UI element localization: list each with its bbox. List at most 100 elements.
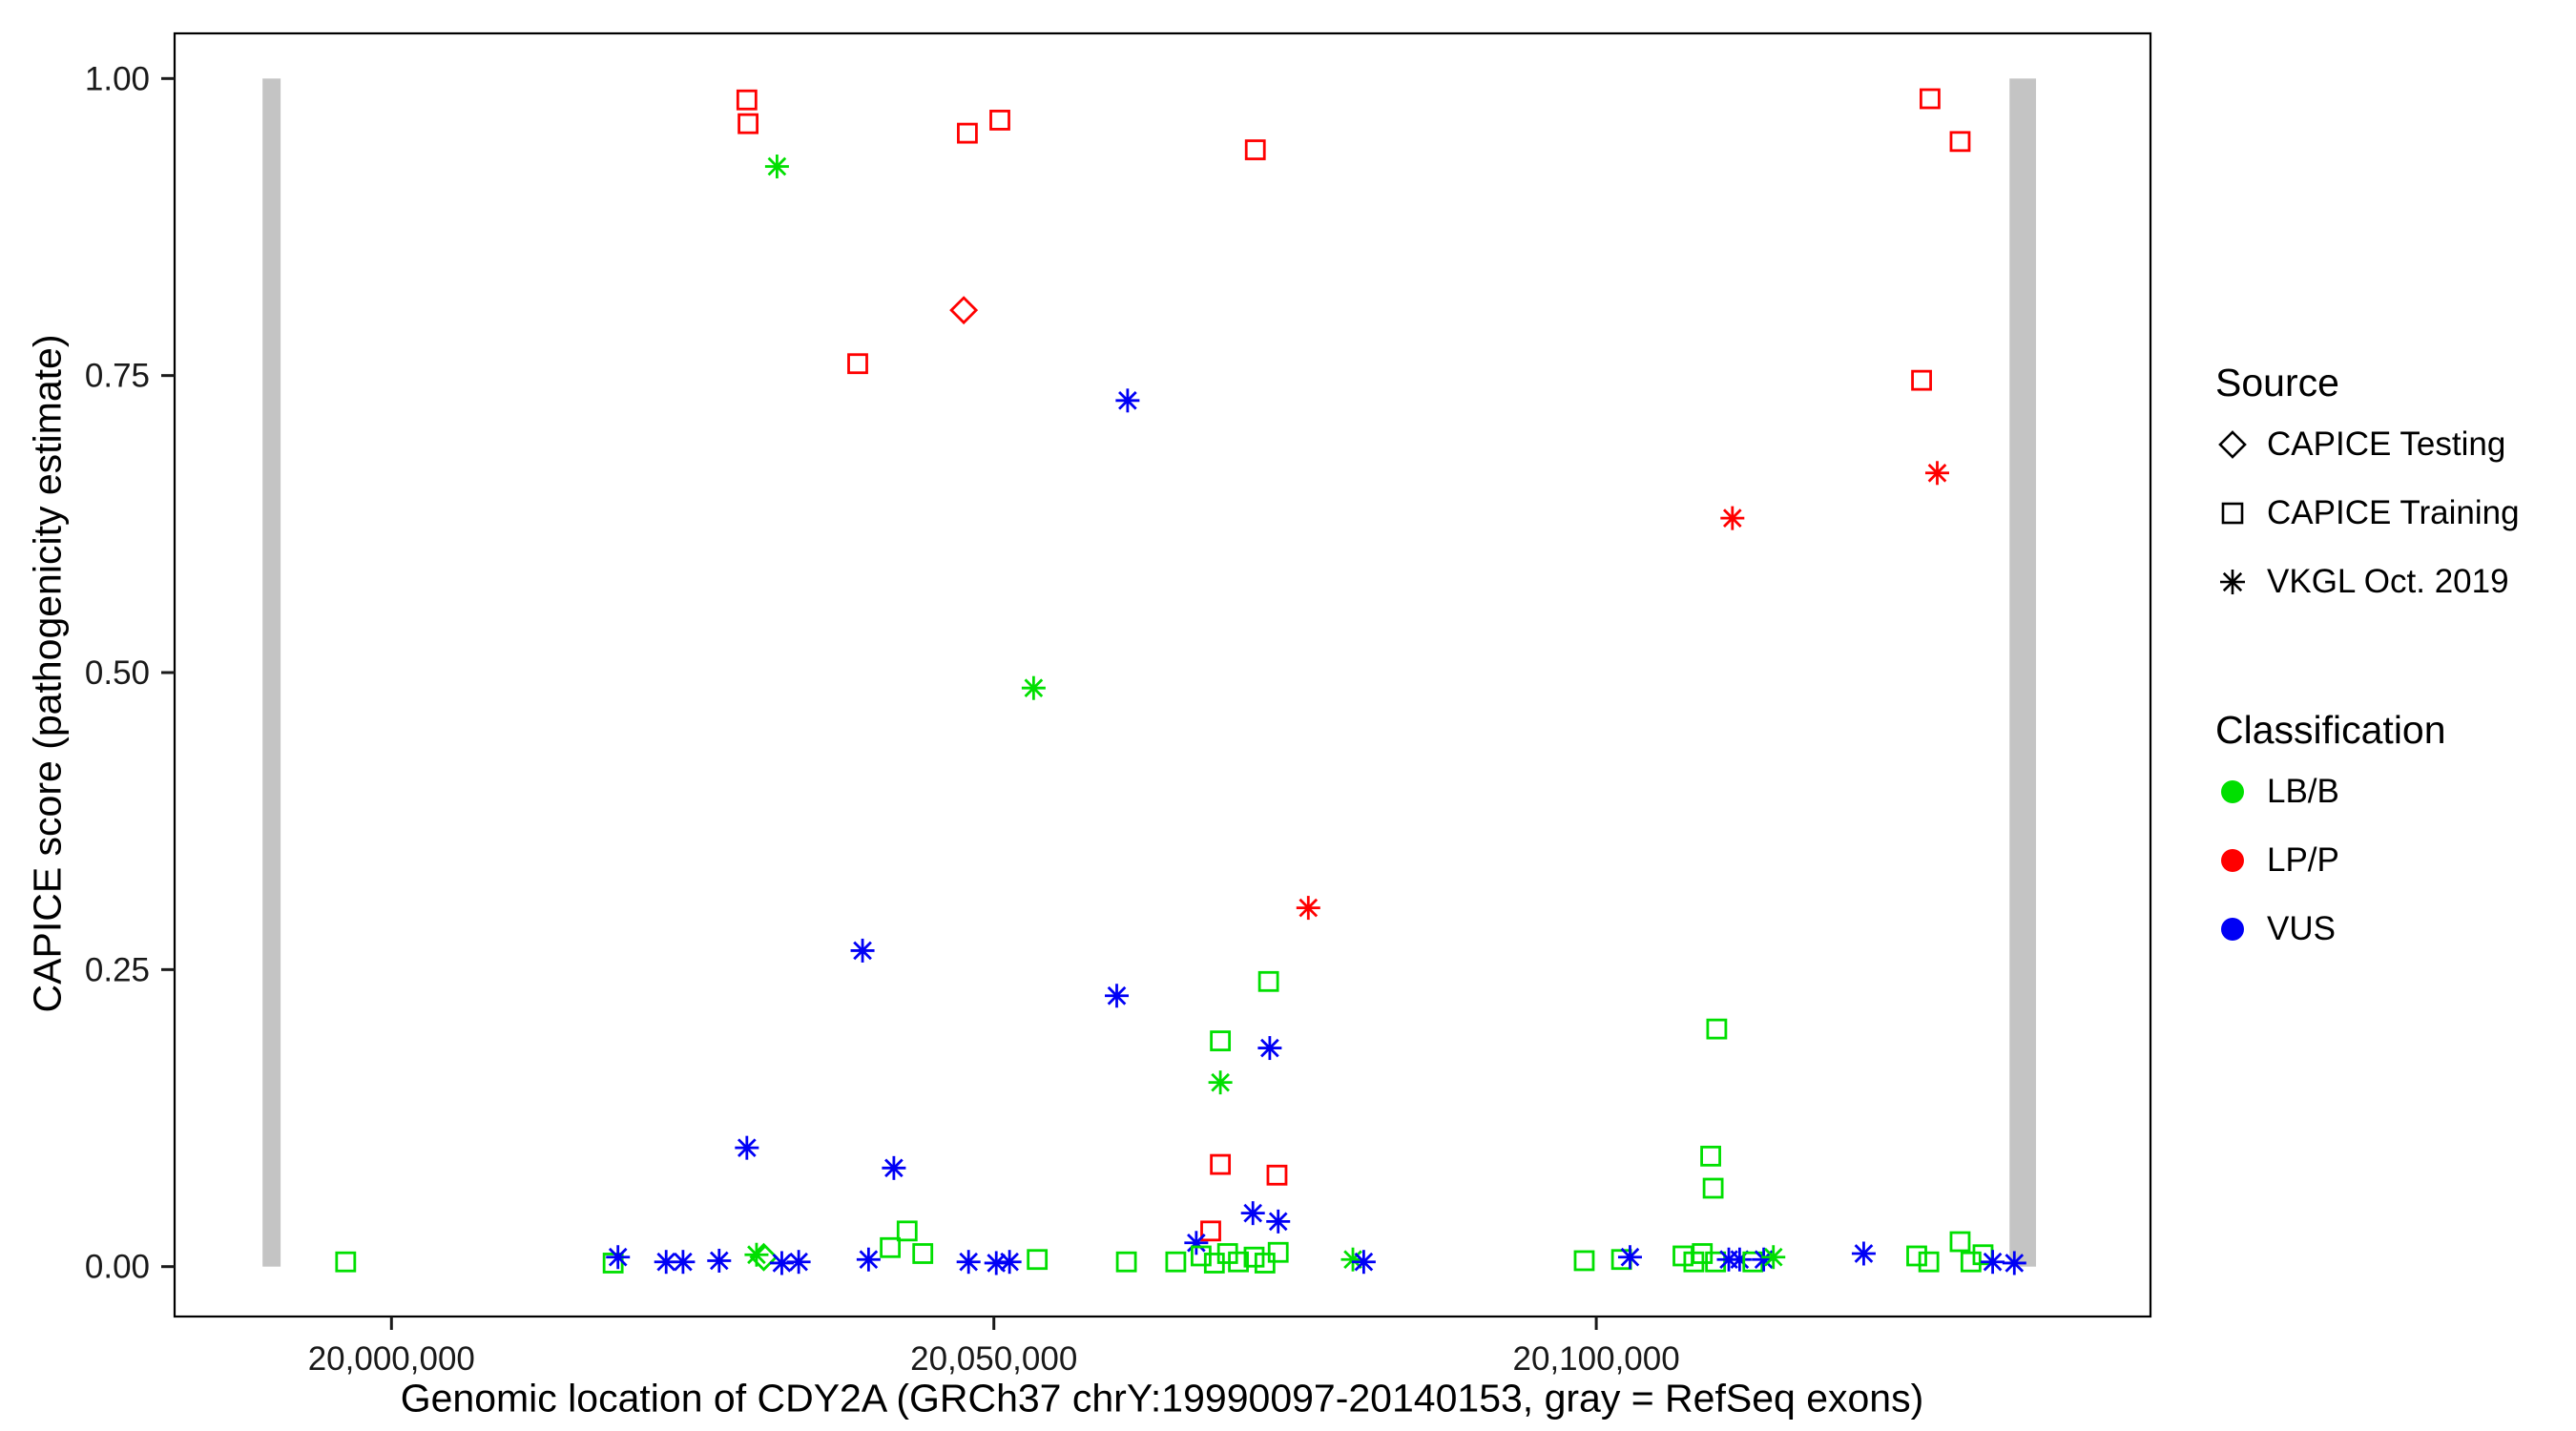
data-point-asterisk [1340, 1247, 1365, 1272]
legend-item-lbb: LB/B [2215, 757, 2520, 826]
data-point-square [1672, 1245, 1693, 1267]
data-point-square [1920, 88, 1941, 110]
data-point-asterisk [1115, 388, 1140, 413]
exon-bar [2009, 78, 2037, 1267]
data-point-asterisk [707, 1248, 732, 1273]
y-tick-label: 0.75 [85, 358, 150, 395]
x-axis-title: Genomic location of CDY2A (GRCh37 chrY:1… [400, 1376, 1924, 1421]
data-point-square [1228, 1251, 1249, 1273]
data-point-square [1200, 1220, 1221, 1242]
data-point-square [1257, 970, 1279, 992]
data-point-square [736, 89, 758, 111]
data-point-square [896, 1220, 918, 1242]
data-point-square [1254, 1253, 1276, 1274]
data-point-asterisk [1351, 1250, 1376, 1275]
data-point-asterisk [2002, 1251, 2026, 1275]
data-point-square [1210, 1153, 1232, 1175]
data-point-asterisk [1208, 1070, 1233, 1095]
legend-title-source: Source [2215, 360, 2339, 404]
panel-border [173, 31, 2152, 1318]
data-point-asterisk [1266, 1209, 1291, 1234]
data-point-square [1573, 1250, 1595, 1272]
data-point-square [1700, 1145, 1721, 1167]
data-point-asterisk [1257, 1036, 1282, 1061]
data-point-asterisk [850, 938, 875, 963]
data-point-asterisk [856, 1247, 881, 1272]
data-point-square [1115, 1251, 1137, 1273]
diamond-icon [2218, 430, 2247, 459]
data-point-asterisk [1184, 1231, 1209, 1255]
data-point-square [1706, 1018, 1728, 1040]
data-point-square [1243, 1246, 1265, 1268]
legend-group-classification: Classification LB/B LP/P VUS [2215, 702, 2520, 964]
y-tick-label: 1.00 [85, 60, 150, 97]
data-point-asterisk [882, 1155, 906, 1180]
square-icon [2221, 502, 2244, 525]
data-point-asterisk [1296, 896, 1320, 921]
data-point-asterisk [1617, 1245, 1642, 1270]
data-point-square [912, 1243, 934, 1264]
data-point-square [1960, 1251, 1982, 1273]
data-point-diamond [949, 296, 979, 325]
legend-group-source: Source CAPICE Testing CAPICE Training [2215, 355, 2520, 616]
x-tick-label: 20,100,000 [1513, 1340, 1680, 1378]
legend-item-label: VKGL Oct. 2019 [2267, 563, 2509, 600]
data-point-asterisk [997, 1250, 1022, 1275]
data-point-square [1191, 1245, 1212, 1267]
data-point-square [847, 353, 868, 375]
red-dot-icon [2221, 849, 2244, 872]
y-tick-label: 0.25 [85, 951, 150, 988]
data-point-square [1702, 1177, 1724, 1199]
data-point-square [1266, 1164, 1288, 1186]
data-point-square [957, 122, 978, 144]
x-tick-label: 20,050,000 [910, 1340, 1077, 1378]
data-point-square [1244, 139, 1266, 160]
data-point-square [880, 1236, 902, 1258]
data-point-asterisk [1924, 461, 1949, 486]
data-point-asterisk [1021, 675, 1046, 700]
data-point-diamond [749, 1242, 779, 1272]
data-point-asterisk [1105, 984, 1130, 1008]
y-tick-label: 0.50 [85, 654, 150, 692]
data-point-asterisk [1981, 1250, 2005, 1275]
legend: Source CAPICE Testing CAPICE Training [2215, 355, 2520, 964]
y-axis-title: CAPICE score (pathogenicity estimate) [25, 334, 70, 1013]
data-point-asterisk [764, 154, 789, 178]
asterisk-icon [2220, 570, 2245, 594]
data-point-square [1911, 369, 1932, 391]
data-point-square [1027, 1249, 1049, 1271]
data-point-square [989, 110, 1010, 131]
data-point-asterisk [654, 1250, 678, 1275]
legend-item-vkgl: VKGL Oct. 2019 [2215, 548, 2520, 616]
legend-item-capice-training: CAPICE Training [2215, 479, 2520, 548]
data-point-square [1949, 131, 1971, 153]
data-point-square [1165, 1251, 1187, 1273]
data-point-square [1210, 1030, 1232, 1051]
data-point-asterisk [1727, 1247, 1752, 1272]
blue-dot-icon [2221, 918, 2244, 941]
data-point-asterisk [671, 1250, 696, 1275]
legend-item-label: CAPICE Testing [2267, 425, 2506, 463]
data-point-asterisk [1720, 506, 1745, 530]
data-point-asterisk [956, 1250, 981, 1275]
data-point-asterisk [786, 1250, 811, 1275]
green-dot-icon [2221, 780, 2244, 803]
y-tick-label: 0.00 [85, 1249, 150, 1286]
legend-item-capice-testing: CAPICE Testing [2215, 410, 2520, 479]
legend-item-label: LB/B [2267, 773, 2339, 810]
legend-item-vus: VUS [2215, 895, 2520, 964]
x-tick-label: 20,000,000 [308, 1340, 475, 1378]
data-point-asterisk [1761, 1245, 1786, 1270]
legend-item-label: CAPICE Training [2267, 494, 2520, 531]
data-point-square [737, 113, 758, 135]
data-point-square [1906, 1245, 1927, 1267]
legend-item-label: VUS [2267, 910, 2336, 947]
data-point-square [1267, 1241, 1289, 1263]
legend-title-classification: Classification [2215, 707, 2446, 752]
data-point-asterisk [769, 1251, 794, 1275]
data-point-asterisk [606, 1245, 631, 1270]
legend-item-label: LP/P [2267, 841, 2339, 879]
data-point-square [1949, 1231, 1971, 1253]
